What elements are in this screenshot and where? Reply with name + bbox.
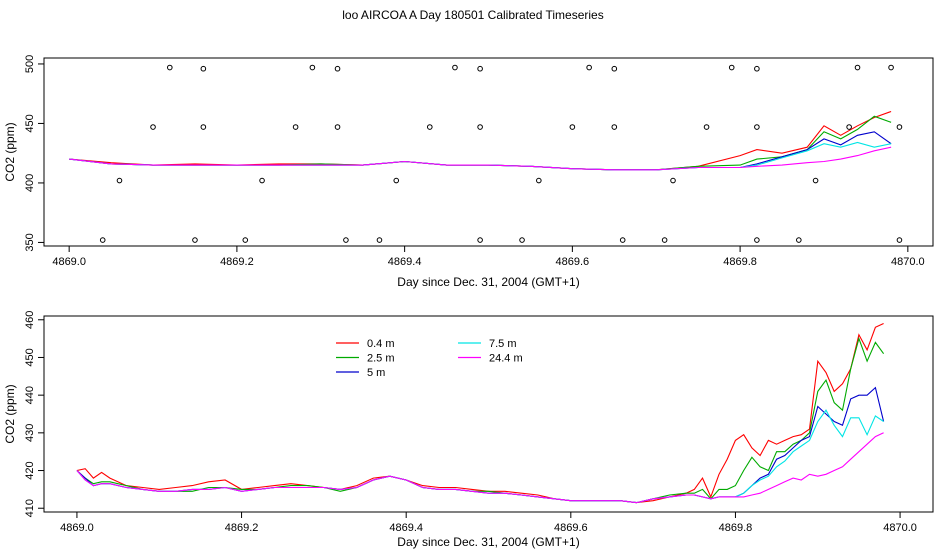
- panel-0-calibration-point: [200, 124, 207, 130]
- panel-0-calibration-point: [309, 64, 316, 71]
- panel-1-x-tick-label: 4869.2: [225, 522, 259, 534]
- panel-0-calibration-point: [376, 237, 383, 243]
- panel-0-y-axis-label: CO2 (ppm): [3, 122, 17, 181]
- panel-0-x-tick-label: 4869.6: [556, 256, 590, 268]
- panel-1-y-tick-label: 450: [24, 348, 36, 366]
- panel-0-calibration-point: [812, 177, 819, 184]
- panel-0-calibration-point: [569, 124, 576, 130]
- panel-0-calibration-point: [150, 124, 156, 130]
- panel-1-series-line-1: [76, 336, 885, 504]
- panel-0-calibration-point: [661, 237, 668, 243]
- panel-0-calibration-point: [896, 237, 903, 243]
- panel-1-x-tick-label: 4869.6: [554, 522, 588, 534]
- panel-0-calibration-point: [334, 124, 341, 130]
- panel-1-y-tick-label: 430: [24, 424, 36, 442]
- panel-1-legend-label-4: 24.4 m: [489, 353, 523, 365]
- panel-0-calibration-point: [192, 237, 198, 243]
- panel-0-calibration-point: [611, 124, 618, 130]
- bottom-panel: 4869.0 4869.2 4869.4 4869.6 4869.8 4870.0 410 4…: [3, 311, 934, 549]
- panel-1-y-tick-label: 460: [24, 311, 36, 329]
- panel-0-calibration-point: [619, 237, 626, 243]
- panel-0-calibration-point: [477, 65, 483, 72]
- panel-0-calibration-point: [754, 237, 760, 243]
- panel-0-calibration-point: [242, 237, 249, 243]
- panel-0-calibration-point: [200, 65, 207, 72]
- panel-0-y-tick-label: 450: [24, 114, 36, 132]
- panel-0-calibration-point: [754, 124, 760, 130]
- panel-0-calibration-point: [854, 64, 861, 71]
- panel-0-calibration-point: [259, 177, 265, 184]
- panel-0-y-tick-label: 350: [24, 233, 36, 251]
- panel-0-calibration-point: [728, 64, 735, 71]
- panel-1-plot-frame: [43, 315, 934, 513]
- panel-0-x-tick-label: 4870.0: [891, 256, 925, 268]
- panel-1-y-axis-label: CO2 (ppm): [3, 384, 17, 443]
- panel-0-calibration-point: [703, 124, 710, 130]
- panel-1-series-line-0: [76, 323, 884, 504]
- panel-0-calibration-point: [99, 237, 106, 243]
- panel-0-calibration-point: [334, 65, 341, 72]
- panel-0-x-tick-label: 4869.2: [220, 256, 254, 268]
- panel-1-x-tick-label: 4869.0: [60, 522, 94, 534]
- figure-title: loo AIRCOA A Day 180501 Calibrated Times…: [342, 8, 603, 22]
- panel-0-calibration-point: [393, 177, 400, 184]
- panel-1-x-tick-label: 4869.4: [389, 522, 423, 534]
- panel-0-plot-frame: [43, 57, 934, 247]
- panel-1-legend-label-1: 2.5 m: [367, 353, 395, 365]
- panel-0-calibration-point: [292, 124, 299, 130]
- panel-0-calibration-point: [888, 64, 894, 71]
- panel-1-x-tick-label: 4870.0: [883, 522, 917, 534]
- panel-0-x-tick-label: 4869.0: [52, 256, 86, 268]
- panel-0-x-tick-label: 4869.8: [723, 256, 757, 268]
- top-panel: 4869.0 4869.2 4869.4 4869.6 4869.8 4870.0 350 4…: [3, 55, 934, 289]
- panel-1-legend-label-0: 0.4 m: [367, 338, 395, 350]
- panel-0-calibration-point: [796, 237, 802, 243]
- panel-0-series-line-4: [69, 146, 892, 171]
- panel-0-calibration-point: [477, 124, 483, 130]
- panel-1-series-line-2: [76, 386, 885, 504]
- panel-0-calibration-point: [896, 124, 903, 130]
- panel-0-calibration-point: [670, 177, 676, 184]
- panel-1-y-tick-label: 410: [24, 499, 36, 517]
- panel-0-x-tick-label: 4869.4: [388, 256, 422, 268]
- panel-0-calibration-point: [426, 124, 433, 130]
- panel-1-series-line-3: [76, 409, 884, 504]
- panel-0-calibration-point: [846, 124, 852, 130]
- panel-0-calibration-point: [586, 64, 592, 71]
- panel-0-calibration-point: [343, 237, 349, 243]
- panel-1-y-tick-label: 420: [24, 461, 36, 479]
- panel-0-calibration-point: [611, 65, 618, 72]
- panel-1-series-line-4: [76, 432, 884, 504]
- panel-0-calibration-point: [477, 237, 483, 243]
- panel-1-x-axis-label: Day since Dec. 31, 2004 (GMT+1): [397, 535, 579, 549]
- panel-0-y-tick-label: 400: [24, 174, 36, 192]
- panel-0-y-tick-label: 500: [24, 55, 36, 73]
- panel-0-calibration-point: [167, 64, 173, 71]
- panel-0-calibration-point: [519, 237, 525, 243]
- panel-1-y-tick-label: 440: [24, 386, 36, 404]
- panel-0-calibration-point: [452, 64, 458, 71]
- panel-0-calibration-point: [116, 177, 123, 184]
- panel-0-calibration-point: [536, 177, 542, 184]
- panel-1-x-tick-label: 4869.8: [719, 522, 753, 534]
- panel-1-legend-label-3: 7.5 m: [489, 338, 517, 350]
- panel-0-x-axis-label: Day since Dec. 31, 2004 (GMT+1): [397, 275, 579, 289]
- panel-0-calibration-point: [754, 65, 760, 72]
- panel-1-legend-label-2: 5 m: [367, 367, 385, 379]
